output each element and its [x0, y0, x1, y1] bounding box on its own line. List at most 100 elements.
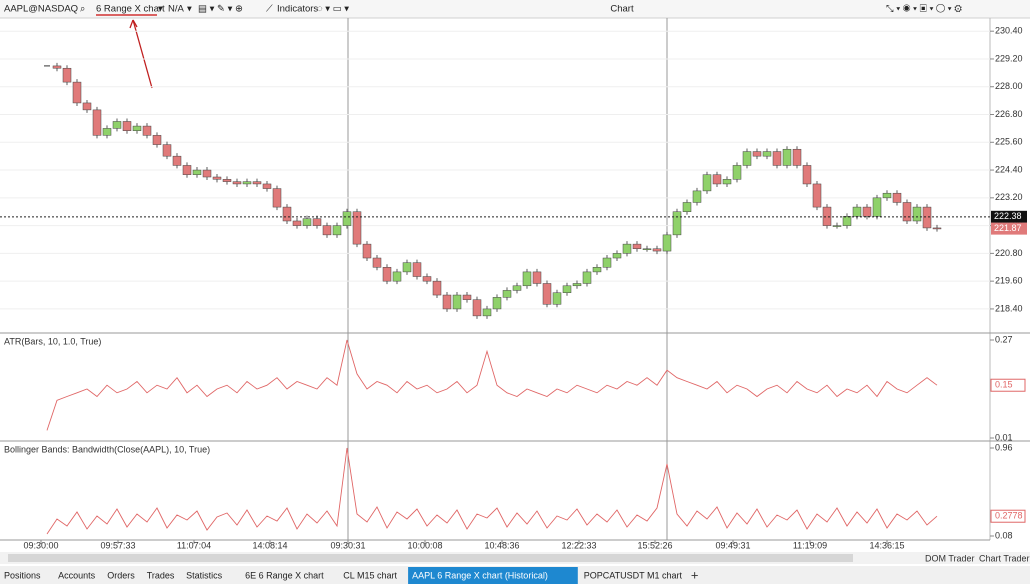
- candle: [132, 125, 142, 131]
- tab[interactable]: POPCATUSDT M1 chart: [584, 570, 683, 580]
- tab[interactable]: 6E 6 Range X chart: [245, 570, 324, 580]
- candle: [612, 253, 622, 259]
- candle: [812, 183, 822, 208]
- candle: [742, 151, 752, 166]
- candle: [682, 202, 692, 212]
- close-box: [991, 222, 1027, 235]
- candle: [292, 220, 302, 226]
- candle: [662, 234, 672, 252]
- candle: [432, 280, 442, 296]
- candle: [562, 285, 572, 293]
- candle: [472, 299, 482, 317]
- candle: [632, 243, 642, 250]
- last-value-box: [990, 378, 1026, 392]
- candle: [102, 128, 112, 136]
- candle: [372, 257, 382, 268]
- candle: [402, 262, 412, 273]
- candle: [122, 121, 132, 131]
- x-tick-label: 14:08:14: [252, 540, 287, 550]
- candle: [572, 283, 582, 287]
- y-tick-label: 0.27: [995, 334, 1013, 344]
- candle: [252, 181, 262, 185]
- search-icon[interactable]: ⌕: [80, 4, 85, 15]
- window-icons[interactable]: ⤡ ▾ ◉ ▾ ▣ ▾ ◯ ▾ ⚙: [886, 4, 962, 15]
- last-value-label: 0.15: [995, 380, 1013, 390]
- x-tick-label: 14:36:15: [869, 540, 904, 550]
- candle: [792, 148, 802, 166]
- candle: [392, 271, 402, 282]
- last-price-box: [991, 210, 1027, 223]
- candle: [782, 148, 792, 166]
- indicators-icon[interactable]: ⟋: [266, 4, 273, 15]
- candle: [332, 225, 342, 236]
- candle: [182, 165, 192, 175]
- y-tick-label: 223.20: [995, 192, 1023, 202]
- candle: [72, 81, 82, 104]
- symbol[interactable]: AAPL@NASDAQ: [4, 4, 78, 15]
- tabs: Positions Accounts Orders Trades Statistics 6…: [4, 567, 698, 584]
- candle: [552, 292, 562, 305]
- candle: [242, 181, 252, 185]
- last-price-label: 222.38: [994, 211, 1022, 221]
- candle: [642, 248, 652, 251]
- tab[interactable]: Statistics: [186, 570, 223, 580]
- y-tick-label: 0.08: [995, 530, 1013, 540]
- candle: [622, 243, 632, 254]
- candle: [352, 211, 362, 245]
- y-tick-label: 230.40: [995, 26, 1023, 36]
- tab[interactable]: AAPL 6 Range X chart (Historical): [412, 570, 548, 580]
- candle: [52, 65, 62, 69]
- footer-button[interactable]: DOM Trader: [925, 553, 975, 563]
- add-tab: +: [691, 567, 699, 582]
- x-tick-label: 09:49:31: [715, 540, 750, 550]
- candle: [502, 290, 512, 298]
- x-tick-label: 09:30:31: [330, 540, 365, 550]
- tab[interactable]: Accounts: [58, 570, 96, 580]
- tab[interactable]: CL M15 chart: [343, 570, 397, 580]
- candle: [92, 109, 102, 136]
- candle: [272, 188, 282, 208]
- candle: [322, 225, 332, 236]
- candle: [872, 197, 882, 217]
- tab[interactable]: Positions: [4, 570, 41, 580]
- candle: [172, 155, 182, 166]
- last-value-label: 0.2778: [995, 511, 1023, 521]
- candle: [762, 151, 772, 157]
- tool-icons[interactable]: ◌ ▾ ▭ ▾: [317, 4, 349, 15]
- candle: [492, 297, 502, 310]
- y-tick-label: 224.40: [995, 164, 1023, 174]
- x-tick-label: 09:57:33: [100, 540, 135, 550]
- y-tick-label: 229.20: [995, 53, 1023, 63]
- candle: [582, 271, 592, 284]
- tool-icons[interactable]: ▤ ▾ ✎ ▾ ⊕: [198, 4, 243, 15]
- candle: [482, 308, 492, 317]
- candle: [202, 169, 212, 178]
- dropdown[interactable]: ▾: [187, 4, 192, 15]
- candle: [452, 294, 462, 310]
- y-tick-label: 0.96: [995, 442, 1013, 452]
- candle: [672, 211, 682, 236]
- tab[interactable]: Trades: [147, 570, 175, 580]
- candle: [922, 206, 932, 229]
- dropdown[interactable]: ▾: [158, 4, 163, 15]
- x-tick-label: 11:19:09: [793, 540, 827, 550]
- close-label: 221.87: [994, 223, 1022, 233]
- y-tick-label: 228.00: [995, 81, 1023, 91]
- candle: [752, 151, 762, 157]
- scroll-thumb[interactable]: [8, 554, 853, 562]
- candle: [822, 206, 832, 226]
- footer-button[interactable]: Chart Trader: [979, 553, 1030, 563]
- annotation-arrow: [132, 19, 153, 89]
- candle: [522, 271, 532, 287]
- indicators[interactable]: Indicators: [277, 4, 318, 15]
- candle: [422, 276, 432, 282]
- candle: [852, 206, 862, 217]
- account[interactable]: N/A: [168, 4, 185, 15]
- candle: [892, 192, 902, 203]
- tab-active: [408, 567, 578, 584]
- tab[interactable]: Orders: [107, 570, 135, 580]
- chart-type[interactable]: 6 Range X chart: [96, 4, 165, 15]
- candle: [262, 183, 272, 189]
